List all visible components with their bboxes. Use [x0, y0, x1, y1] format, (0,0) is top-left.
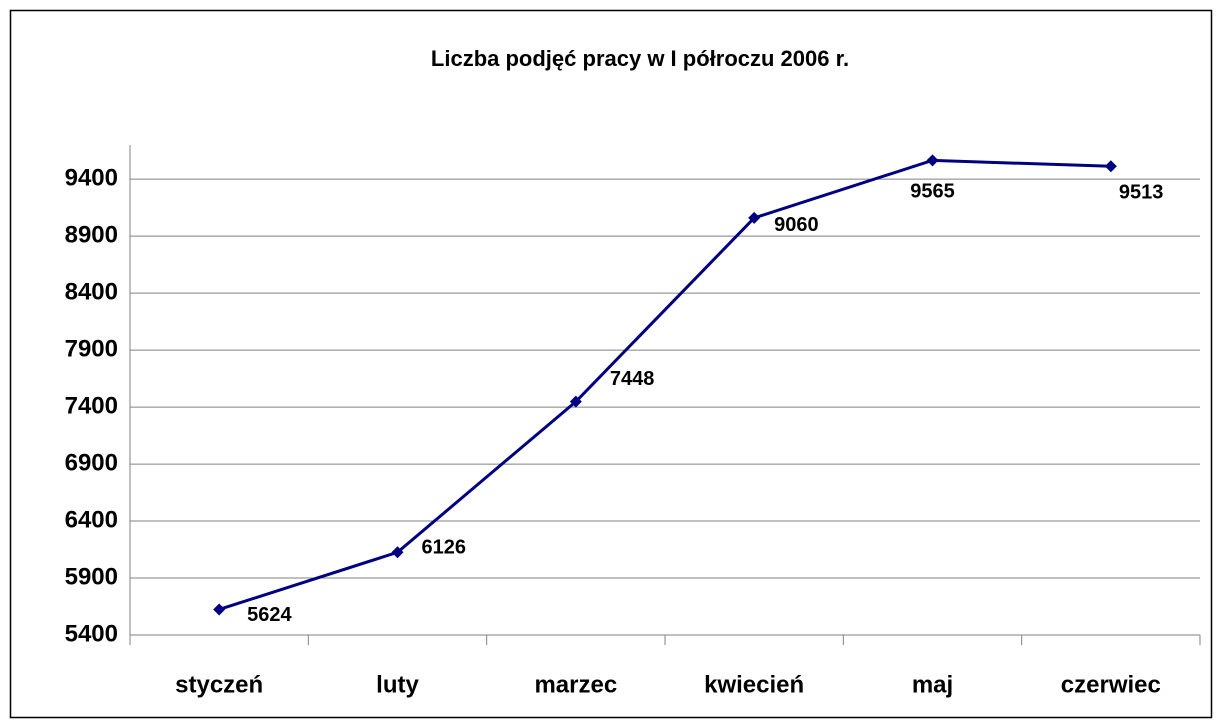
- marker: [569, 395, 582, 408]
- data-label: 9513: [1119, 182, 1164, 204]
- data-label: 6126: [422, 537, 467, 559]
- x-tick-label: maj: [912, 671, 953, 698]
- chart-title: Liczba podjęć pracy w I półroczu 2006 r.: [431, 46, 849, 71]
- marker: [391, 546, 404, 559]
- data-label: 9565: [910, 181, 955, 203]
- y-tick-label: 9400: [65, 165, 118, 192]
- x-tick-label: kwiecień: [704, 671, 804, 698]
- y-tick-label: 5400: [65, 620, 118, 647]
- data-label: 7448: [610, 368, 655, 390]
- x-tick-label: czerwiec: [1061, 671, 1161, 698]
- data-label: 9060: [774, 214, 819, 236]
- marker: [748, 211, 761, 224]
- y-tick-label: 6900: [65, 449, 118, 476]
- y-tick-label: 7900: [65, 335, 118, 362]
- data-label: 5624: [247, 604, 292, 626]
- y-tick-label: 8900: [65, 222, 118, 249]
- y-tick-label: 6400: [65, 506, 118, 533]
- x-tick-label: marzec: [534, 671, 617, 698]
- marker: [213, 603, 226, 616]
- x-tick-label: styczeń: [175, 671, 263, 698]
- line: [218, 158, 1111, 611]
- marker: [926, 154, 939, 167]
- y-tick-label: 5900: [65, 563, 118, 590]
- x-tick-label: luty: [376, 671, 419, 698]
- y-tick-label: 7400: [65, 392, 118, 419]
- marker: [1104, 160, 1117, 173]
- y-tick-label: 8400: [65, 278, 118, 305]
